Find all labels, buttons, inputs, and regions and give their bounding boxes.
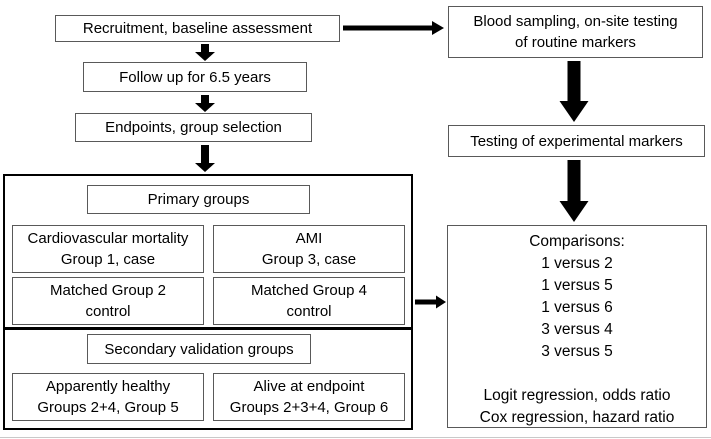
box-blood-sampling-line2: of routine markers	[515, 34, 636, 51]
box-cv-mortality-line2: Group 1, case	[60, 251, 156, 268]
box-recruitment: Recruitment, baseline assessment	[55, 15, 340, 42]
box-follow-up-label: Follow up for 6.5 years	[119, 68, 271, 86]
box-recruitment-label: Recruitment, baseline assessment	[82, 20, 313, 37]
box-cv-mortality: Cardiovascular mortality Group 1, case	[12, 225, 204, 273]
box-apparently-healthy-line2: Groups 2+4, Group 5	[37, 399, 179, 416]
box-follow-up: Follow up for 6.5 years	[83, 62, 307, 92]
box-endpoints: Endpoints, group selection	[75, 113, 312, 142]
arrow-recruitment-to-followup-icon	[195, 44, 215, 61]
comparisons-logit-note: Logit regression, odds ratio	[483, 387, 671, 404]
box-blood-sampling-line1: Blood sampling, on-site testing	[473, 13, 678, 30]
comparison-item: 3 versus 4	[541, 321, 613, 338]
box-primary-groups-label: Primary groups	[147, 191, 250, 208]
box-alive-endpoint-line1: Alive at endpoint	[253, 378, 365, 395]
box-ami: AMI Group 3, case	[213, 225, 405, 273]
arrow-recruitment-to-blood-icon	[343, 21, 444, 35]
box-matched-group-2-line2: control	[85, 303, 131, 320]
box-cv-mortality-line1: Cardiovascular mortality	[27, 230, 189, 247]
box-matched-group-2: Matched Group 2 control	[12, 277, 204, 325]
figure-bottom-rule	[0, 437, 711, 438]
box-alive-endpoint-line2: Groups 2+3+4, Group 6	[229, 399, 389, 416]
box-experimental-markers: Testing of experimental markers	[448, 125, 705, 157]
comparison-item: 1 versus 6	[541, 299, 613, 316]
box-apparently-healthy: Apparently healthy Groups 2+4, Group 5	[12, 373, 204, 421]
arrow-experimental-to-comparisons-icon	[559, 160, 589, 222]
box-matched-group-4: Matched Group 4 control	[213, 277, 405, 325]
box-secondary-groups: Secondary validation groups	[87, 334, 311, 364]
arrow-endpoints-to-groups-icon	[195, 145, 215, 172]
comparisons-cox-note: Cox regression, hazard ratio	[479, 409, 675, 426]
box-endpoints-label: Endpoints, group selection	[105, 119, 282, 136]
comparison-item: 1 versus 2	[541, 255, 613, 272]
box-apparently-healthy-line1: Apparently healthy	[45, 378, 171, 395]
arrow-groups-to-comparisons-icon	[415, 295, 446, 309]
box-ami-line1: AMI	[295, 230, 323, 247]
box-primary-groups: Primary groups	[87, 185, 310, 214]
comparison-item: 1 versus 5	[541, 277, 613, 294]
box-experimental-markers-label: Testing of experimental markers	[470, 132, 683, 150]
box-ami-line2: Group 3, case	[261, 251, 357, 268]
box-alive-endpoint: Alive at endpoint Groups 2+3+4, Group 6	[213, 373, 405, 421]
box-matched-group-4-line1: Matched Group 4	[251, 282, 367, 299]
box-blood-sampling: Blood sampling, on-site testing of routi…	[448, 6, 703, 58]
box-matched-group-4-line2: control	[286, 303, 332, 320]
groups-section-divider	[3, 327, 413, 330]
box-comparisons: Comparisons: 1 versus 2 1 versus 5 1 ver…	[447, 225, 707, 428]
comparisons-title: Comparisons:	[529, 233, 625, 250]
comparison-item: 3 versus 5	[541, 343, 613, 360]
arrow-followup-to-endpoints-icon	[195, 95, 215, 112]
box-secondary-groups-label: Secondary validation groups	[104, 340, 294, 358]
box-matched-group-2-line1: Matched Group 2	[50, 282, 166, 299]
arrow-blood-to-experimental-icon	[559, 61, 589, 122]
